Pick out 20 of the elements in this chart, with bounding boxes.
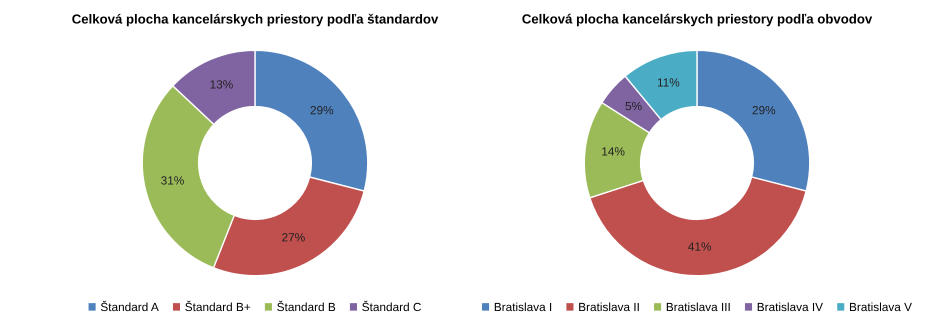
data-label: 29% [310,106,334,114]
legend-label: Bratislava II [579,302,639,312]
data-label: 31% [161,176,184,185]
data-label: 13% [210,80,233,89]
data-label: 11% [658,78,680,87]
legend-label: Štandard C [362,300,421,312]
legend-label: Štandard A [100,300,159,312]
data-label: 5% [626,102,642,110]
legend-label: Štandard B [277,300,336,312]
chart-title: Celková plocha kancelárskych priestory podľa štandardov [72,14,438,26]
data-label: 14% [602,147,625,156]
chart-title: Celková plocha kancelárskych priestory podľa obvodov [522,14,872,26]
data-label: 29% [752,106,776,114]
legend-label: Štandard B+ [185,300,250,312]
legend-label: Bratislava I [494,302,552,312]
legend-label: Bratislava III [666,302,730,312]
data-label: 27% [282,233,305,242]
data-label: 41% [688,242,712,251]
legend-label: Bratislava IV [758,302,823,312]
legend-label: Bratislava V [850,302,912,312]
